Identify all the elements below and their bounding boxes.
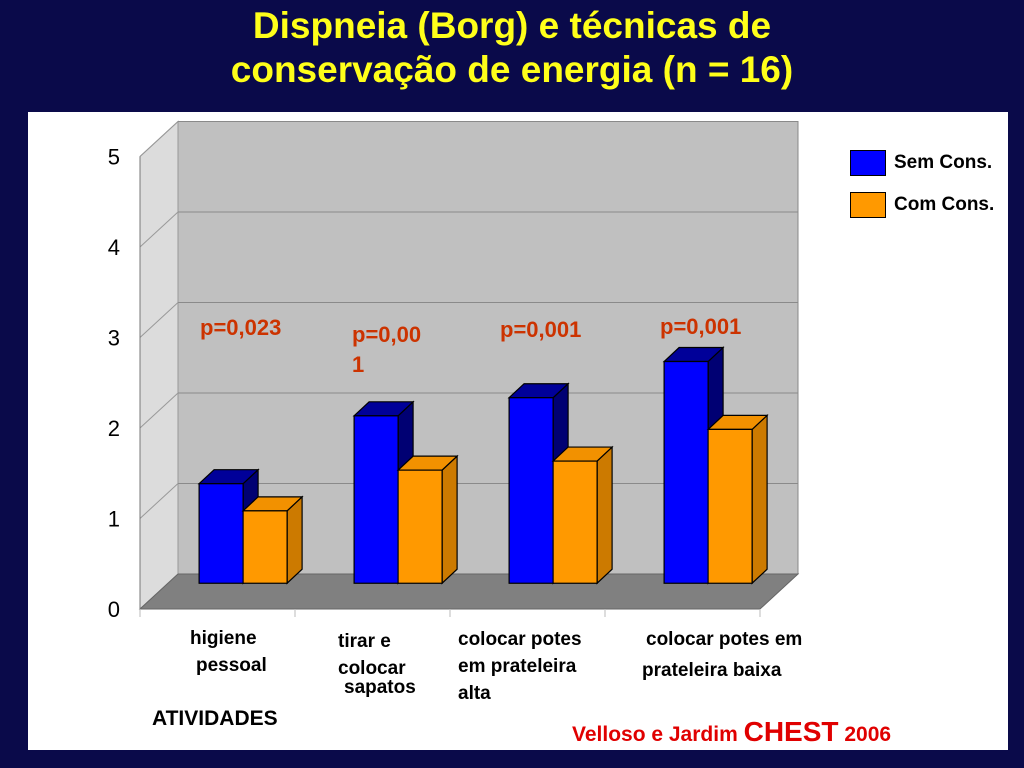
- p-value-3: p=0,001: [500, 315, 581, 345]
- category-label-line: tirar e: [338, 631, 391, 652]
- legend-swatch-sem-cons: [850, 150, 886, 176]
- y-tick-label: 3: [108, 326, 120, 351]
- category-label-line: alta: [458, 683, 491, 704]
- floor: [138, 573, 800, 610]
- bar-com-cons-1: [242, 510, 288, 584]
- p-value-line: p=0,001: [500, 317, 582, 342]
- source-journal: CHEST: [743, 716, 839, 747]
- category-label-line: higiene: [190, 628, 257, 649]
- p-value-line: p=0,001: [660, 314, 742, 339]
- y-tick-label: 5: [108, 145, 120, 170]
- bar-com-cons-2: [397, 469, 443, 584]
- bar-chart: 0 1 2 3 4 5: [108, 120, 800, 622]
- bar-com-cons-4-side: [751, 414, 768, 585]
- source-authors: Velloso e Jardim: [572, 723, 738, 746]
- title-line-1: Dispneia (Borg) e técnicas de: [252, 5, 772, 46]
- legend-label-com-cons: Com Cons.: [894, 194, 995, 216]
- bar-com-cons-4: [707, 428, 753, 584]
- gridline-side: [139, 302, 179, 338]
- p-value-4: p=0,001: [660, 312, 741, 342]
- gridline-side: [139, 121, 179, 157]
- category-label-line: em prateleira: [458, 656, 577, 677]
- bar-sem-cons-4: [663, 360, 709, 584]
- bar-com-cons-3-side: [596, 445, 613, 585]
- category-label-4: colocar potes em prateleira baixa: [642, 626, 802, 684]
- chart-panel: 0 1 2 3 4 5 Sem Cons. Com Cons.: [28, 112, 1008, 750]
- category-label-line: prateleira baixa: [642, 660, 782, 681]
- source-citation: Velloso e Jardim CHEST 2006: [572, 716, 891, 748]
- gridline-side: [139, 483, 179, 519]
- category-label-3: colocar potes em prateleira alta: [458, 626, 582, 707]
- category-label-line: sapatos: [344, 677, 416, 698]
- p-value-line: p=0,023: [200, 315, 282, 340]
- p-value-line: p=0,00: [352, 322, 422, 347]
- bar-com-cons-2-side: [441, 454, 458, 585]
- y-tick-label: 0: [108, 597, 120, 622]
- category-label-line: colocar potes: [458, 629, 582, 650]
- y-tick-label: 4: [108, 235, 120, 260]
- gridline-side: [139, 211, 179, 248]
- p-value-1: p=0,023: [200, 313, 281, 343]
- category-label-line: pessoal: [196, 655, 267, 676]
- legend-label-sem-cons: Sem Cons.: [894, 152, 993, 174]
- x-axis-title: ATIVIDADES: [152, 707, 278, 730]
- legend-item-sem-cons: Sem Cons.: [850, 150, 992, 176]
- side-wall: [139, 120, 179, 611]
- p-value-2: p=0,00 1: [352, 320, 421, 380]
- source-year: 2006: [844, 723, 892, 746]
- legend-item-com-cons: Com Cons.: [850, 192, 994, 218]
- title-line-2: conservação de energia (n = 16): [230, 49, 794, 90]
- category-label-line: colocar potes em: [646, 629, 803, 650]
- bar-com-cons-1-side: [286, 495, 303, 585]
- gridline-side: [139, 392, 179, 429]
- legend-swatch-com-cons: [850, 192, 886, 218]
- bar-com-cons-3: [552, 460, 598, 584]
- bar-sem-cons-3: [508, 397, 554, 584]
- category-label-2: tirar e colocar sapatos: [338, 628, 416, 701]
- category-label-line: colocar: [338, 658, 406, 679]
- p-value-line: 1: [352, 352, 365, 377]
- y-tick-label: 1: [108, 507, 120, 532]
- bar-sem-cons-1: [198, 483, 244, 584]
- slide-title: Dispneia (Borg) e técnicas de conservaçã…: [0, 4, 1024, 92]
- bar-sem-cons-2: [353, 415, 399, 584]
- y-tick-label: 2: [108, 416, 120, 441]
- category-label-1: higiene pessoal: [190, 625, 267, 679]
